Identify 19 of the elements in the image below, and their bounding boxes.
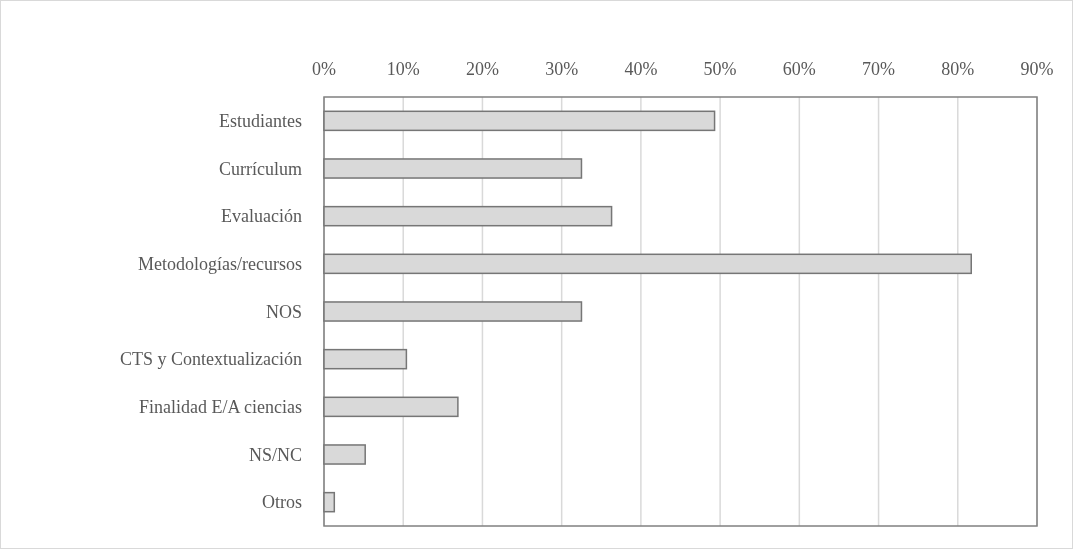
- x-tick-label: 70%: [862, 59, 896, 79]
- y-tick-label: Evaluación: [221, 206, 302, 227]
- y-tick-label: CTS y Contextualización: [120, 349, 302, 370]
- x-tick-label: 90%: [1020, 59, 1054, 79]
- y-tick-label: NS/NC: [248, 444, 302, 465]
- y-tick-label: Metodologías/recursos: [138, 254, 302, 275]
- x-tick-label: 50%: [703, 59, 737, 79]
- x-tick-label: 60%: [782, 59, 816, 79]
- y-tick-label: Finalidad E/A ciencias: [139, 397, 302, 418]
- y-tick-label: Estudiantes: [219, 111, 302, 132]
- y-tick-label: Currículum: [219, 158, 302, 179]
- x-tick-label: 0%: [312, 59, 336, 79]
- x-tick-label: 80%: [941, 59, 975, 79]
- y-tick-label: Otros: [262, 492, 302, 513]
- x-tick-label: 30%: [545, 59, 579, 79]
- x-tick-label: 40%: [624, 59, 658, 79]
- x-tick-label: 20%: [465, 59, 499, 79]
- x-tick-label: 10%: [386, 59, 420, 79]
- y-tick-label: NOS: [265, 301, 302, 322]
